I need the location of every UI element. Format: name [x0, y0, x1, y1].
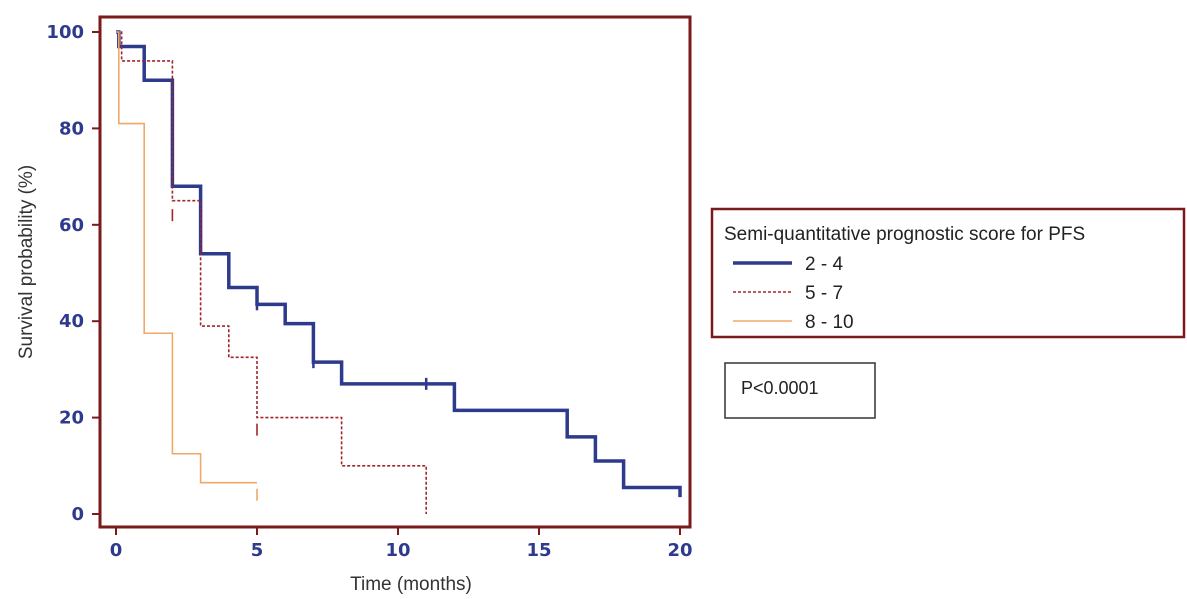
p-value-box: P<0.0001 — [724, 362, 876, 419]
p-value-frame — [724, 362, 876, 419]
x-tick-label: 10 — [385, 540, 410, 561]
y-tick-label: 60 — [59, 215, 84, 236]
legend-frame — [710, 207, 1186, 339]
legend-label-3: 8 - 10 — [805, 312, 854, 333]
x-axis-ticks: 0 5 10 15 20 — [110, 527, 693, 561]
y-tick-label: 20 — [59, 408, 84, 429]
y-tick-label: 100 — [46, 22, 84, 43]
legend-title: Semi-quantitative prognostic score for P… — [724, 224, 1085, 245]
x-axis-title: Time (months) — [350, 574, 472, 595]
legend-label-1: 2 - 4 — [805, 254, 843, 275]
x-tick-label: 20 — [667, 540, 692, 561]
legend-label-2: 5 - 7 — [805, 283, 843, 304]
series-line-2 — [116, 31, 427, 514]
y-axis-title: Survival probability (%) — [16, 165, 37, 359]
plot-frame — [98, 15, 692, 529]
y-tick-label: 80 — [59, 118, 84, 139]
series-line-3 — [116, 31, 257, 484]
x-tick-label: 5 — [251, 540, 264, 561]
y-tick-label: 0 — [71, 504, 84, 525]
x-tick-label: 0 — [110, 540, 123, 561]
censor-marks — [171, 209, 428, 501]
series-line-1 — [116, 30, 682, 498]
legend: Semi-quantitative prognostic score for P… — [710, 207, 1186, 339]
y-tick-label: 40 — [59, 311, 84, 332]
series-group — [116, 30, 682, 514]
x-tick-label: 15 — [526, 540, 551, 561]
y-axis-ticks: 0 20 40 60 80 100 — [46, 22, 100, 525]
p-value-text: P<0.0001 — [741, 378, 819, 398]
